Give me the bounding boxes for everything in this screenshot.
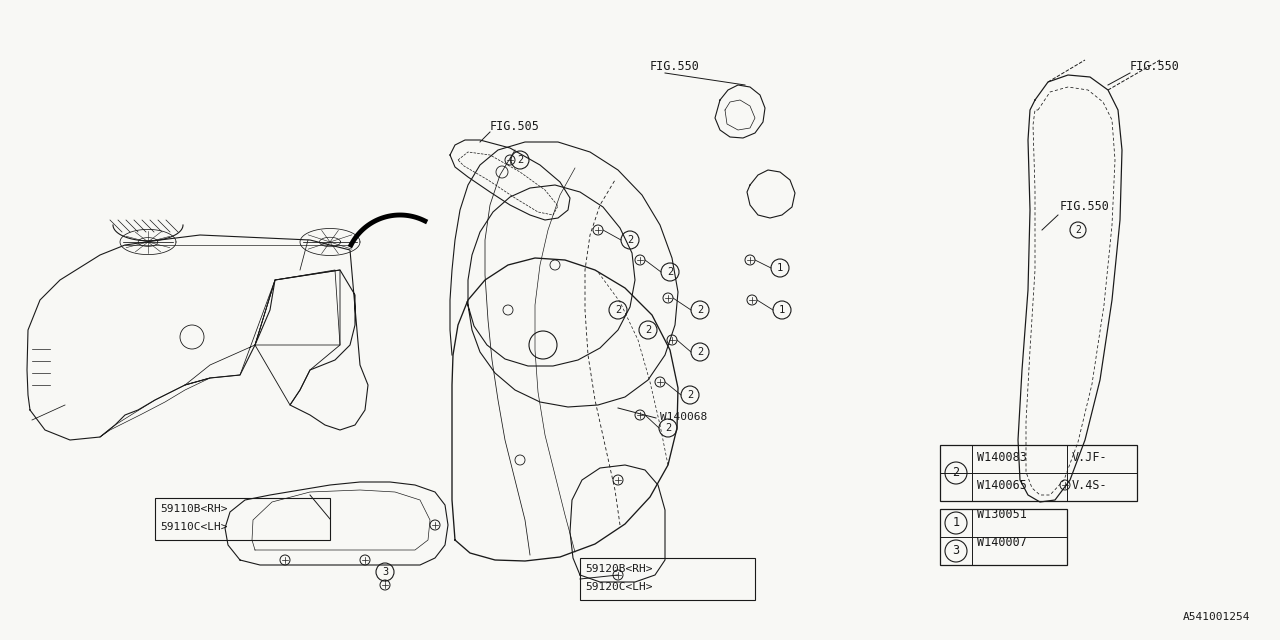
Text: 3: 3 bbox=[381, 567, 388, 577]
Text: 1: 1 bbox=[777, 263, 783, 273]
Text: 59110C<LH>: 59110C<LH> bbox=[160, 522, 228, 532]
Text: 2: 2 bbox=[614, 305, 621, 315]
Text: 2: 2 bbox=[1075, 225, 1080, 235]
Text: FIG.550: FIG.550 bbox=[1130, 60, 1180, 73]
Text: 2: 2 bbox=[517, 155, 524, 165]
Bar bbox=[940, 509, 1068, 565]
Text: 2: 2 bbox=[687, 390, 694, 400]
Text: 2: 2 bbox=[696, 347, 703, 357]
Text: 2: 2 bbox=[664, 423, 671, 433]
Text: FIG.550: FIG.550 bbox=[1060, 200, 1110, 213]
Bar bbox=[940, 445, 1137, 501]
Text: 2: 2 bbox=[627, 235, 634, 245]
Text: 59120B<RH>: 59120B<RH> bbox=[585, 564, 653, 574]
Text: 2: 2 bbox=[952, 467, 960, 479]
Text: FIG.505: FIG.505 bbox=[490, 120, 540, 133]
Text: 2: 2 bbox=[696, 305, 703, 315]
Bar bbox=[155, 498, 330, 540]
Text: 1: 1 bbox=[778, 305, 785, 315]
Text: W140083: W140083 bbox=[977, 451, 1027, 464]
Text: 59120C<LH>: 59120C<LH> bbox=[585, 582, 653, 592]
Text: V.JF-: V.JF- bbox=[1073, 451, 1107, 464]
Text: V.4S-: V.4S- bbox=[1073, 479, 1107, 492]
Text: 59110B<RH>: 59110B<RH> bbox=[160, 504, 228, 514]
Bar bbox=[580, 558, 755, 600]
Text: A541001254: A541001254 bbox=[1183, 612, 1251, 622]
Text: W140065: W140065 bbox=[977, 479, 1027, 492]
Text: 2: 2 bbox=[667, 267, 673, 277]
Text: W130051: W130051 bbox=[977, 508, 1027, 521]
Text: W140068: W140068 bbox=[660, 412, 708, 422]
Text: W140007: W140007 bbox=[977, 536, 1027, 549]
Text: FIG.550: FIG.550 bbox=[650, 60, 700, 73]
Text: 2: 2 bbox=[645, 325, 652, 335]
Text: 1: 1 bbox=[952, 516, 960, 529]
Text: 3: 3 bbox=[952, 545, 960, 557]
